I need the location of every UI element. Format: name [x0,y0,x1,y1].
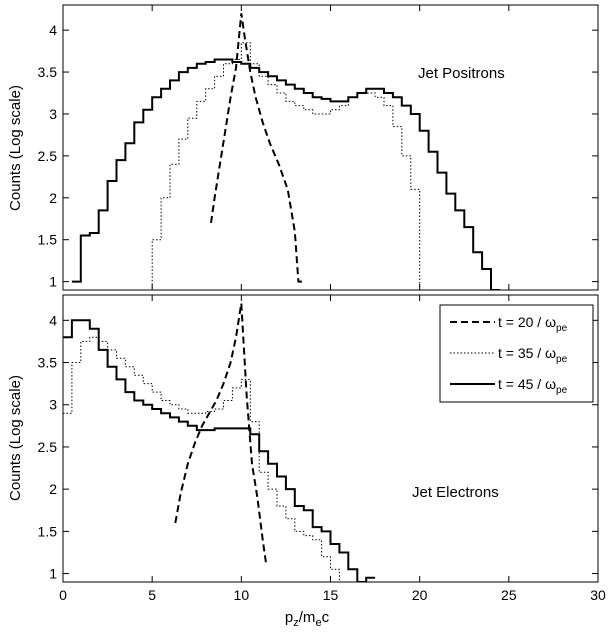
y-tick-label: 1 [49,566,57,582]
bottom-ylabel: Counts (Log scale) [7,375,24,501]
legend-label-2: t = 35 / ωpe [498,345,568,365]
y-tick-label: 4 [49,312,57,328]
y-tick-label: 4 [49,22,57,38]
x-tick-label: 5 [148,587,156,603]
x-tick-label: 20 [412,587,428,603]
y-tick-label: 3.5 [38,355,58,371]
y-tick-label: 1 [49,274,57,290]
x-tick-label: 0 [59,587,67,603]
top-series-group [71,13,500,290]
y-tick-label: 2.5 [38,148,58,164]
series-line-solid [71,58,500,290]
series-line-dotted [146,42,429,290]
y-tick-label: 3 [49,106,57,122]
series-line-dashed [174,303,268,566]
bottom-series-group [63,303,376,582]
x-ticks: 0 5 10 15 20 25 30 [59,587,606,603]
y-tick-label: 2 [49,481,57,497]
top-axes-frame [62,4,599,291]
x-tick-label: 25 [501,587,517,603]
top-annotation: Jet Positrons [418,65,505,82]
legend: t = 20 / ωpe t = 35 / ωpe t = 45 / ωpe [439,304,594,403]
y-tick-label: 3 [49,397,57,413]
x-tick-label: 10 [234,587,250,603]
y-tick-label: 1.5 [38,232,58,248]
series-line-solid [63,319,376,582]
series-line-dotted [63,336,349,582]
y-tick-label: 2.5 [38,439,58,455]
legend-label-3: t = 45 / ωpe [498,376,568,396]
bottom-y-ticks: 1 1.5 2 2.5 3 3.5 4 [38,295,599,582]
bottom-annotation: Jet Electrons [412,484,499,501]
x-axis-label: pz/mec [285,609,330,629]
x-tick-label: 15 [323,587,339,603]
y-tick-label: 2 [49,190,57,206]
x-tick-label: 30 [590,587,606,603]
y-tick-label: 3.5 [38,64,58,80]
top-y-ticks: 1 1.5 2 2.5 3 3.5 4 [38,5,599,290]
series-line-dashed [210,13,302,283]
y-tick-label: 1.5 [38,523,58,539]
legend-label-1: t = 20 / ωpe [498,314,568,334]
top-ylabel: Counts (Log scale) [7,85,24,211]
